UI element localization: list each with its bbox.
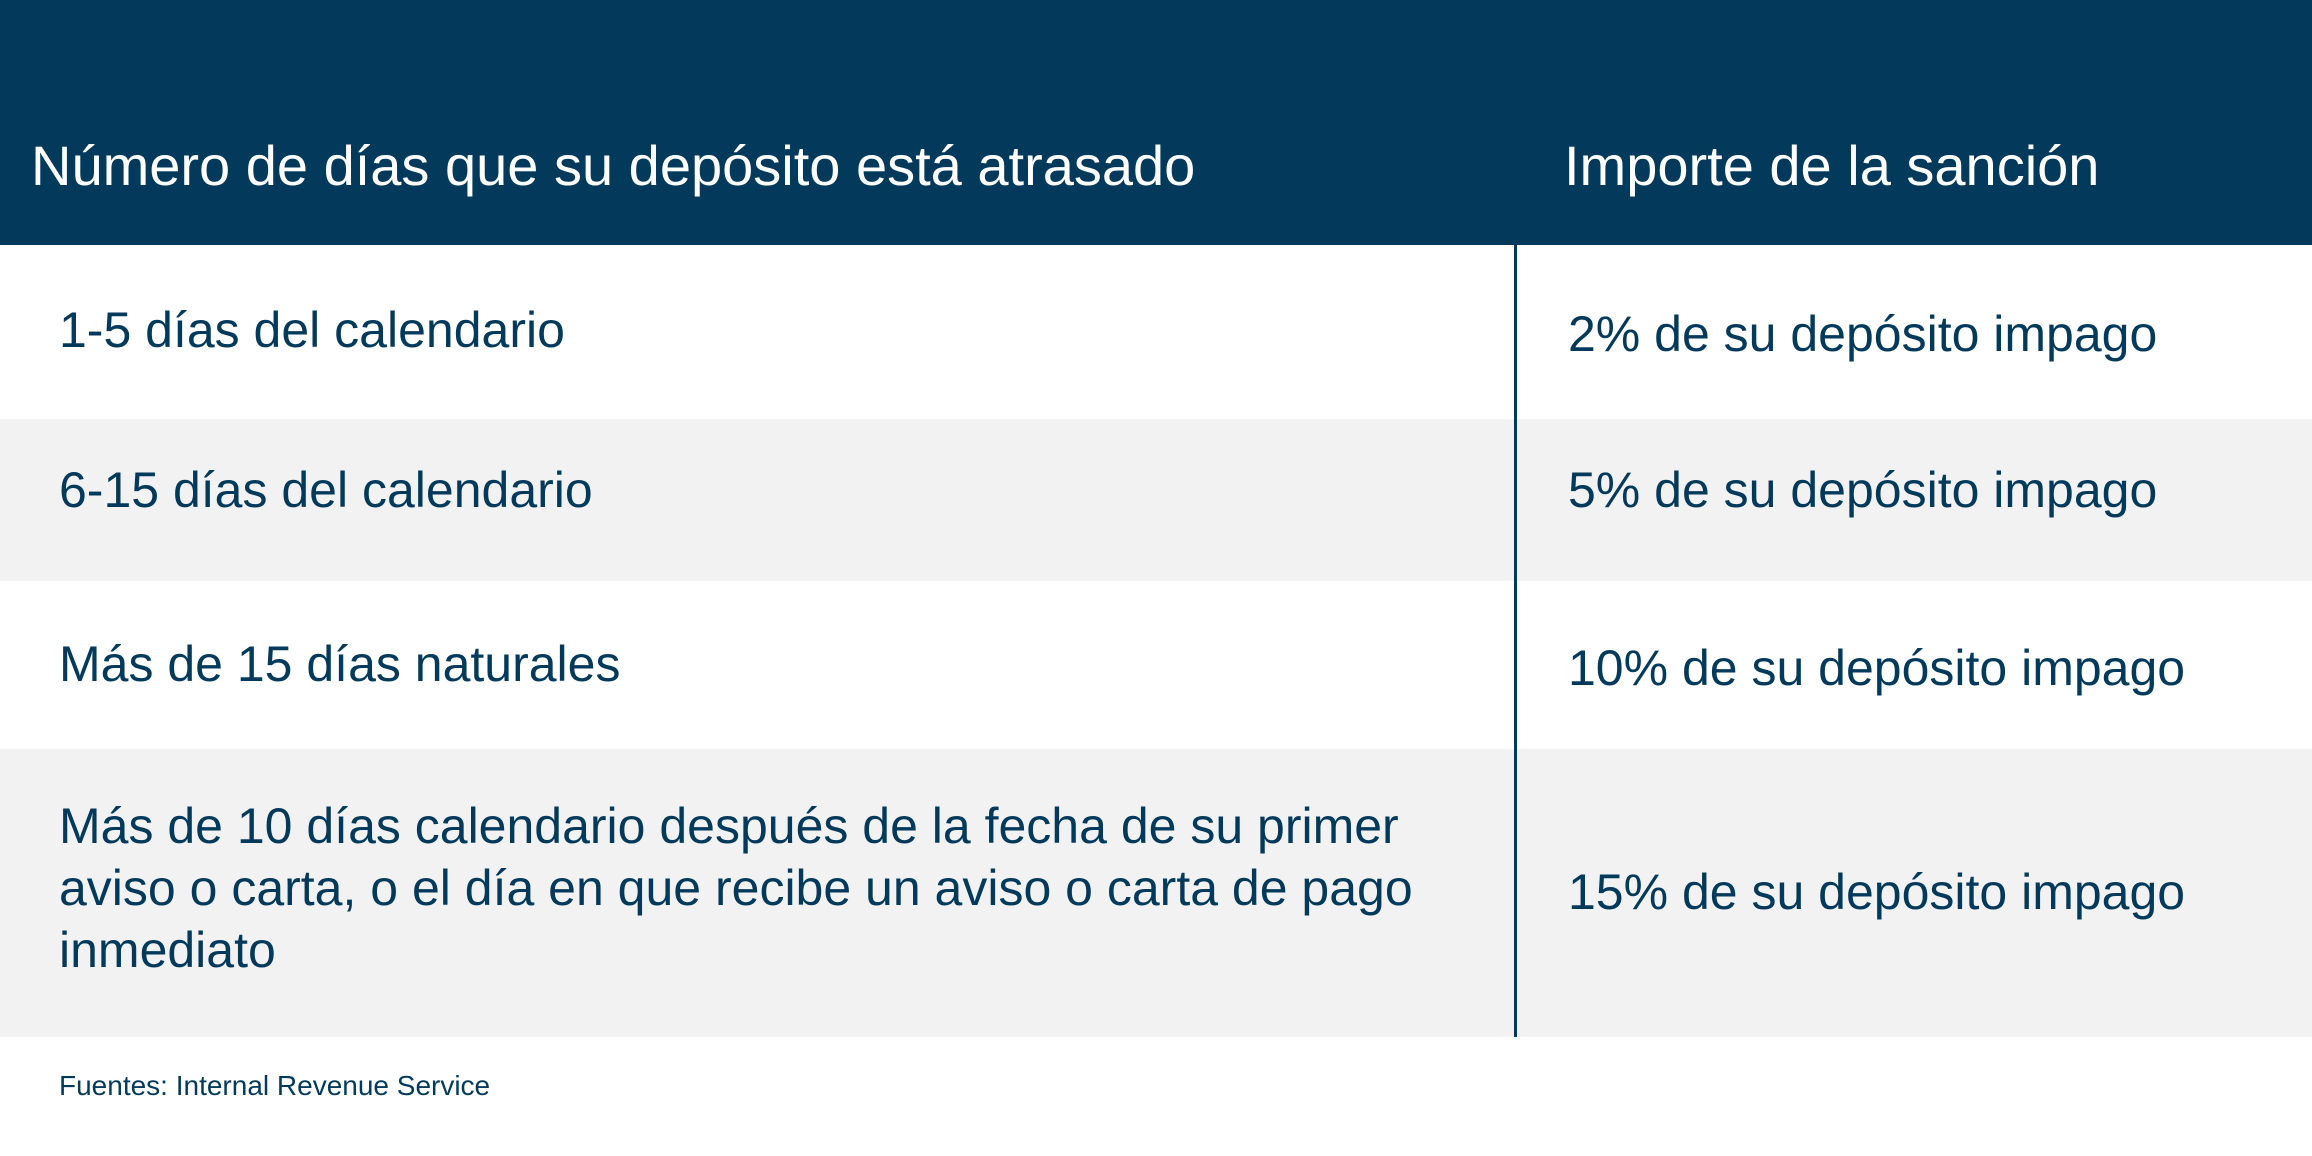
days-late-cell: Más de 10 días calendario después de la … — [59, 798, 1413, 978]
days-late-cell: 1-5 días del calendario — [59, 302, 565, 358]
table-row: 6-15 días del calendario 5% de su depósi… — [0, 419, 2312, 581]
column-divider — [1514, 245, 1517, 1037]
header-days-column: Número de días que su depósito está atra… — [31, 134, 1196, 197]
days-late-cell: Más de 15 días naturales — [59, 636, 621, 692]
table-header: Número de días que su depósito está atra… — [0, 0, 2312, 245]
days-late-cell: 6-15 días del calendario — [59, 462, 593, 518]
table-row: Más de 10 días calendario después de la … — [0, 749, 2312, 1037]
source-footnote: Fuentes: Internal Revenue Service — [59, 1070, 491, 1101]
penalty-amount-cell: 2% de su depósito impago — [1568, 306, 2158, 362]
table-row: 1-5 días del calendario 2% de su depósit… — [0, 245, 2312, 419]
penalty-amount-cell: 10% de su depósito impago — [1568, 640, 2186, 696]
penalty-amount-cell: 15% de su depósito impago — [1568, 864, 2186, 920]
header-penalty-column: Importe de la sanción — [1564, 134, 2100, 197]
penalty-amount-cell: 5% de su depósito impago — [1568, 462, 2158, 518]
table-row: Más de 15 días naturales 10% de su depós… — [0, 581, 2312, 749]
